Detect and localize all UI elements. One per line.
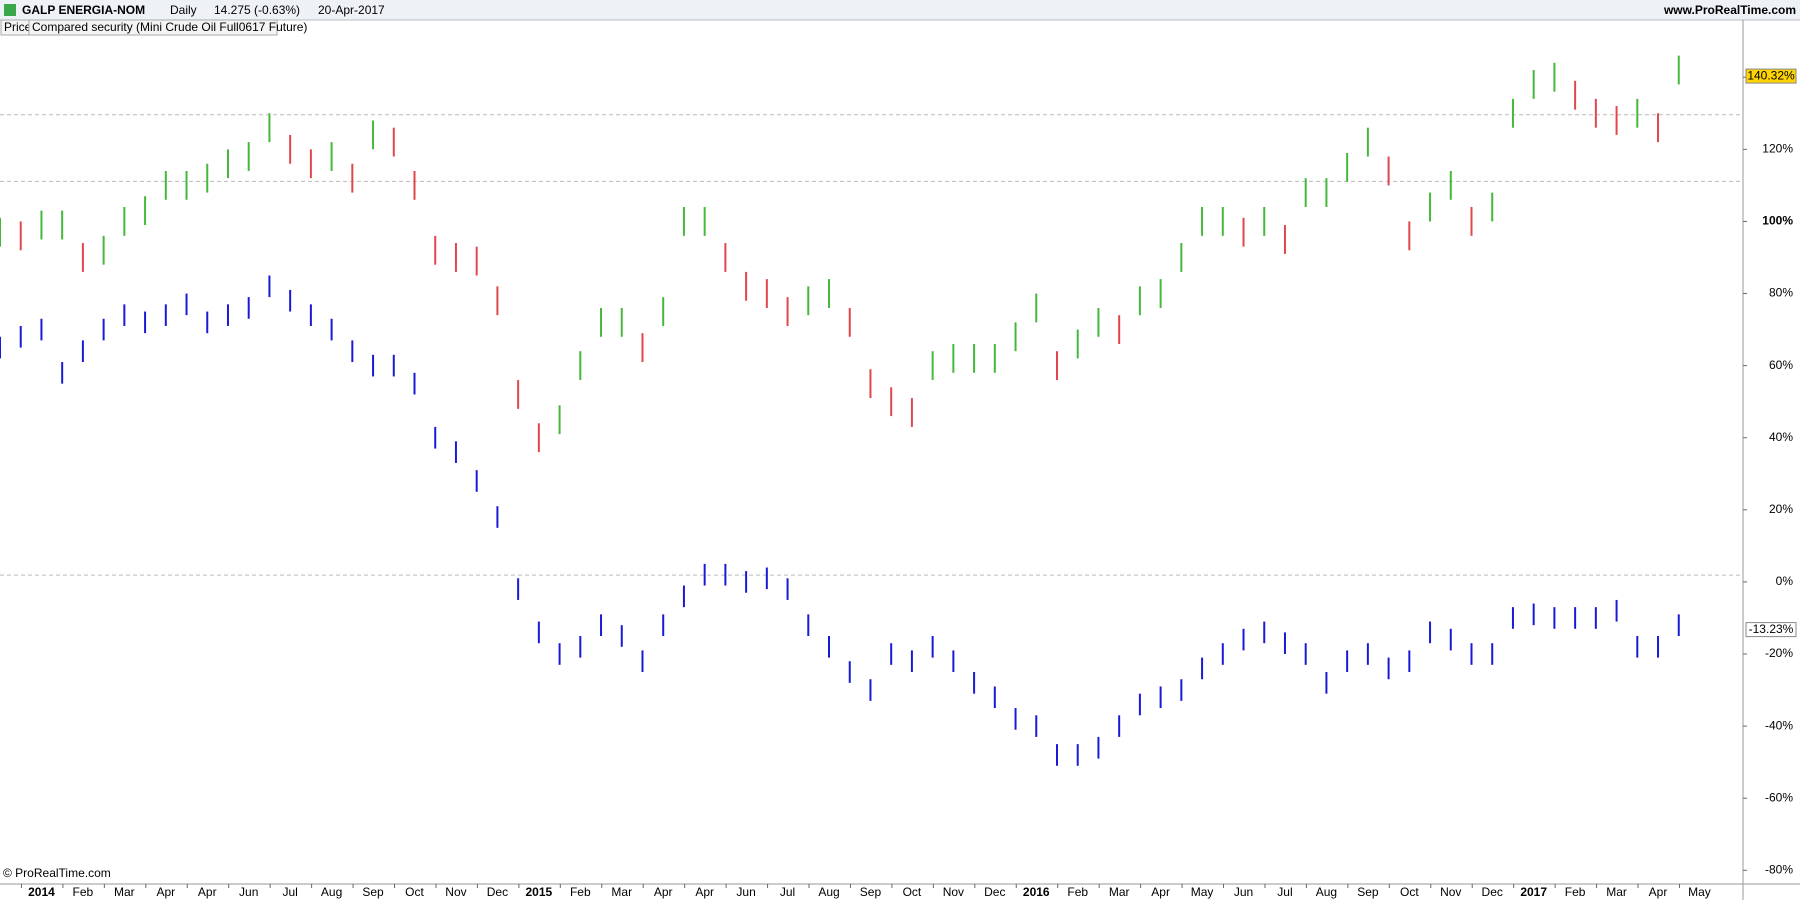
x-tick-label: Nov <box>445 885 466 899</box>
last-value-label: -13.23% <box>1749 622 1794 636</box>
footer: © ProRealTime.com <box>3 866 111 880</box>
x-tick-label: 2015 <box>526 885 553 899</box>
x-tick-label: Jul <box>1277 885 1292 899</box>
x-tick-label: Nov <box>943 885 964 899</box>
x-tick-label: Mar <box>611 885 632 899</box>
quote: 14.275 (-0.63%) <box>214 3 300 17</box>
x-tick-label: Oct <box>1400 885 1419 899</box>
chart-icon <box>4 4 16 16</box>
header-bar <box>0 0 1800 20</box>
x-tick-label: Jul <box>282 885 297 899</box>
x-tick-label: Sep <box>362 885 384 899</box>
symbol: GALP ENERGIA-NOM <box>22 3 145 17</box>
x-tick-label: Feb <box>1067 885 1088 899</box>
tab-label[interactable]: Price <box>4 20 32 34</box>
x-tick-label: Dec <box>1482 885 1503 899</box>
x-tick-label: Apr <box>695 885 714 899</box>
site: www.ProRealTime.com <box>1663 3 1796 17</box>
x-tick-label: Jun <box>736 885 755 899</box>
x-tick-label: Aug <box>1316 885 1337 899</box>
x-tick-label: May <box>1191 885 1214 899</box>
y-tick-label: -60% <box>1765 790 1793 804</box>
x-tick-label: Mar <box>1606 885 1627 899</box>
date: 20-Apr-2017 <box>318 3 385 17</box>
x-tick-label: Feb <box>570 885 591 899</box>
last-value-box <box>1745 622 1797 638</box>
x-tick-label: 2016 <box>1023 885 1050 899</box>
x-tick-label: Apr <box>198 885 217 899</box>
y-tick-label: 0% <box>1776 574 1794 588</box>
x-tick-label: Sep <box>1357 885 1379 899</box>
y-tick-label: -80% <box>1765 862 1793 876</box>
x-tick-label: Nov <box>1440 885 1461 899</box>
period: Daily <box>170 3 197 17</box>
x-tick-label: Dec <box>984 885 1005 899</box>
x-tick-label: Jul <box>780 885 795 899</box>
x-tick-label: Apr <box>156 885 175 899</box>
x-tick-label: Mar <box>1109 885 1130 899</box>
x-tick-label: Sep <box>860 885 882 899</box>
x-tick-label: 2014 <box>28 885 55 899</box>
x-tick-label: Apr <box>1151 885 1170 899</box>
x-tick-label: Jun <box>1234 885 1253 899</box>
x-tick-label: Oct <box>903 885 922 899</box>
x-tick-label: Apr <box>654 885 673 899</box>
x-tick-label: Mar <box>114 885 135 899</box>
y-tick-label: 40% <box>1769 430 1793 444</box>
last-value-box <box>1745 68 1797 84</box>
last-value-label: 140.32% <box>1747 68 1795 82</box>
y-tick-label: 20% <box>1769 502 1793 516</box>
x-tick-label: Aug <box>818 885 839 899</box>
x-tick-label: Oct <box>405 885 424 899</box>
x-tick-label: Jun <box>239 885 258 899</box>
y-tick-label: 100% <box>1762 214 1793 228</box>
x-tick-label: May <box>1688 885 1711 899</box>
x-tick-label: 2017 <box>1520 885 1547 899</box>
tab[interactable] <box>28 19 278 36</box>
x-tick-label: Aug <box>321 885 342 899</box>
x-tick-label: Feb <box>73 885 94 899</box>
y-tick-label: -40% <box>1765 718 1793 732</box>
y-tick-label: -20% <box>1765 646 1793 660</box>
y-tick-label: 80% <box>1769 286 1793 300</box>
tab-label[interactable]: Compared security (Mini Crude Oil Full06… <box>32 20 307 34</box>
x-tick-label: Apr <box>1649 885 1668 899</box>
x-tick-label: Dec <box>487 885 508 899</box>
y-tick-label: 120% <box>1762 142 1793 156</box>
y-tick-label: 60% <box>1769 358 1793 372</box>
x-tick-label: Feb <box>1565 885 1586 899</box>
